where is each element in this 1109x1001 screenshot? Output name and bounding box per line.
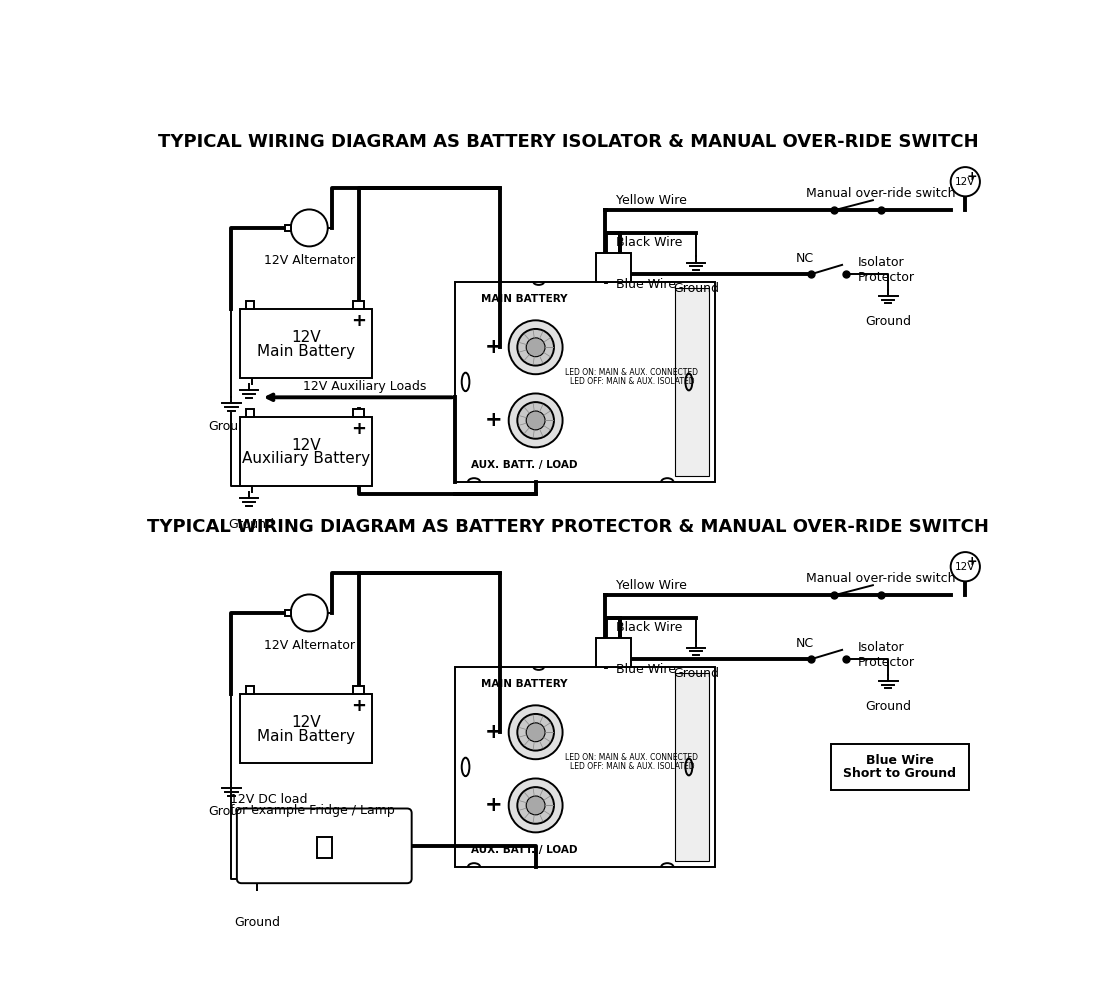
Text: LED ON: MAIN & AUX. CONNECTED: LED ON: MAIN & AUX. CONNECTED	[566, 753, 699, 762]
Text: AUX. BATT. / LOAD: AUX. BATT. / LOAD	[471, 460, 578, 470]
Circle shape	[517, 329, 554, 365]
Text: MAIN BATTERY: MAIN BATTERY	[481, 679, 568, 689]
Text: LED OFF: MAIN & AUX. ISOLATED: LED OFF: MAIN & AUX. ISOLATED	[570, 763, 694, 772]
Text: +: +	[485, 796, 502, 816]
FancyBboxPatch shape	[237, 809, 411, 883]
Bar	[675, 673, 709, 861]
Text: 12V Alternator: 12V Alternator	[264, 254, 355, 266]
Circle shape	[950, 553, 980, 582]
Text: +: +	[352, 312, 366, 330]
Text: +: +	[352, 419, 366, 437]
Text: Ground: Ground	[208, 420, 254, 433]
Bar	[353, 408, 364, 416]
Text: Yellow Wire: Yellow Wire	[617, 580, 688, 593]
Text: MAIN BATTERY: MAIN BATTERY	[481, 293, 568, 303]
Text: 12V: 12V	[955, 563, 975, 573]
Ellipse shape	[685, 373, 692, 390]
Bar	[353, 686, 364, 694]
Text: Ground: Ground	[228, 518, 275, 531]
Text: Ground: Ground	[865, 701, 912, 714]
Text: for example Fridge / Lamp: for example Fridge / Lamp	[230, 804, 395, 817]
Text: Ground: Ground	[865, 315, 912, 328]
Text: Blue Wire: Blue Wire	[617, 278, 676, 291]
Text: 12V Alternator: 12V Alternator	[264, 639, 355, 652]
Ellipse shape	[461, 372, 469, 391]
Circle shape	[509, 393, 562, 447]
Text: Protector: Protector	[857, 657, 915, 670]
Circle shape	[526, 796, 545, 815]
Bar	[246, 408, 254, 416]
Text: Auxiliary Battery: Auxiliary Battery	[242, 451, 370, 466]
Bar	[675, 288, 709, 475]
Circle shape	[517, 787, 554, 824]
Text: LED ON: MAIN & AUX. CONNECTED: LED ON: MAIN & AUX. CONNECTED	[566, 368, 699, 377]
Bar	[596, 252, 631, 282]
Bar	[246, 686, 254, 694]
Circle shape	[517, 714, 554, 751]
Text: +: +	[485, 337, 502, 357]
Circle shape	[950, 167, 980, 196]
Text: Manual over-ride switch: Manual over-ride switch	[806, 572, 955, 585]
Circle shape	[526, 411, 545, 429]
Text: Protector: Protector	[857, 271, 915, 284]
Text: 12V: 12V	[292, 715, 321, 730]
Text: 12V: 12V	[955, 177, 975, 187]
Text: Ground: Ground	[208, 805, 254, 818]
Circle shape	[526, 723, 545, 742]
Text: NC: NC	[796, 252, 814, 265]
Text: 12V: 12V	[292, 437, 321, 452]
Text: TYPICAL WIRING DIAGRAM AS BATTERY PROTECTOR & MANUAL OVER-RIDE SWITCH: TYPICAL WIRING DIAGRAM AS BATTERY PROTEC…	[147, 518, 989, 536]
Circle shape	[509, 320, 562, 374]
Text: Black Wire: Black Wire	[617, 236, 683, 249]
Circle shape	[291, 209, 328, 246]
Text: AUX. BATT. / LOAD: AUX. BATT. / LOAD	[471, 845, 578, 855]
Circle shape	[526, 338, 545, 356]
Bar	[285, 225, 291, 231]
Bar	[353, 301, 364, 308]
Text: +: +	[352, 697, 366, 715]
Text: Black Wire: Black Wire	[617, 621, 683, 634]
Bar	[831, 744, 969, 790]
Circle shape	[517, 402, 554, 438]
Circle shape	[509, 779, 562, 833]
Bar	[596, 638, 631, 667]
Bar	[240, 694, 373, 763]
Text: LED OFF: MAIN & AUX. ISOLATED: LED OFF: MAIN & AUX. ISOLATED	[570, 377, 694, 386]
Text: TYPICAL WIRING DIAGRAM AS BATTERY ISOLATOR & MANUAL OVER-RIDE SWITCH: TYPICAL WIRING DIAGRAM AS BATTERY ISOLAT…	[157, 133, 978, 151]
Text: 12V Auxiliary Loads: 12V Auxiliary Loads	[303, 380, 426, 393]
Text: Blue Wire: Blue Wire	[617, 664, 676, 677]
Text: Ground: Ground	[234, 916, 279, 929]
Circle shape	[291, 595, 328, 632]
Text: Yellow Wire: Yellow Wire	[617, 194, 688, 207]
Text: Isolator: Isolator	[857, 256, 904, 269]
Circle shape	[509, 706, 562, 759]
Bar	[455, 667, 715, 867]
Text: +: +	[967, 170, 977, 183]
Bar	[316, 837, 332, 858]
Text: NC: NC	[796, 638, 814, 651]
Text: Blue Wire: Blue Wire	[866, 755, 934, 767]
Text: Ground: Ground	[673, 668, 719, 681]
Text: 12V DC load: 12V DC load	[230, 793, 307, 806]
Text: +: +	[485, 410, 502, 430]
Bar	[240, 416, 373, 485]
Text: 12V: 12V	[292, 329, 321, 344]
Text: Main Battery: Main Battery	[257, 729, 355, 744]
Bar	[285, 610, 291, 616]
Text: Short to Ground: Short to Ground	[843, 767, 956, 780]
Ellipse shape	[685, 759, 692, 776]
Text: Main Battery: Main Battery	[257, 343, 355, 358]
Text: Isolator: Isolator	[857, 641, 904, 654]
Text: Ground: Ground	[673, 282, 719, 295]
Text: +: +	[485, 723, 502, 743]
Ellipse shape	[461, 758, 469, 776]
Text: Manual over-ride switch: Manual over-ride switch	[806, 187, 955, 200]
Bar	[240, 308, 373, 378]
Text: +: +	[967, 555, 977, 568]
Bar	[246, 301, 254, 308]
Bar	[455, 282, 715, 482]
